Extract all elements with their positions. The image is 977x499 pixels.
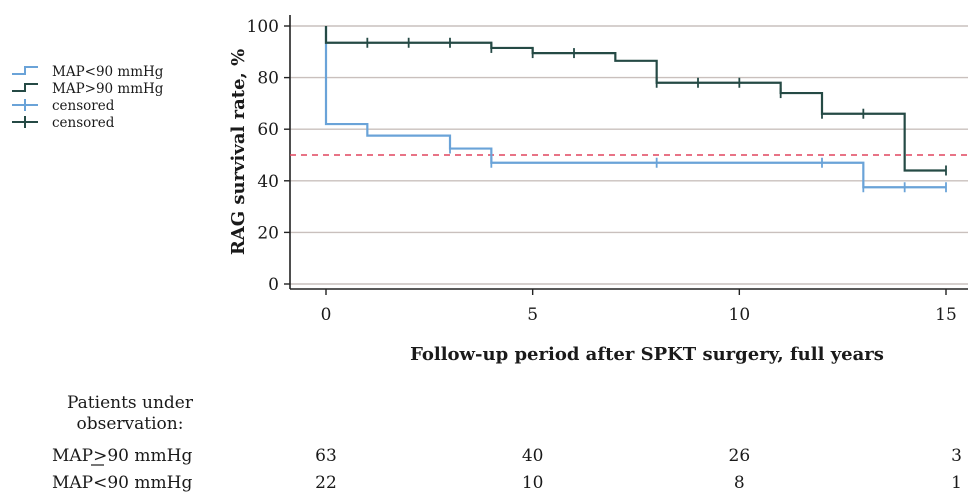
legend-label: MAP>90 mmHg	[52, 81, 164, 97]
legend-label: censored	[52, 115, 115, 131]
risk-count-cell: 22	[315, 473, 337, 493]
y-axis-title: RAG survival rate, %	[228, 49, 249, 255]
grid	[290, 25, 968, 285]
axes	[289, 15, 968, 290]
legend-label: censored	[52, 98, 115, 114]
y-tick-label: 0	[268, 275, 279, 295]
y-tick-label: 80	[257, 69, 279, 89]
risk-count-cell: 40	[522, 446, 544, 466]
y-tick-label: 20	[257, 223, 279, 243]
y-tick-label: 40	[257, 172, 279, 192]
legend-step-symbol	[12, 83, 38, 92]
risk-count-cell: 1	[951, 473, 962, 493]
x-tick-label: 0	[321, 305, 332, 325]
y-tick-label: 100	[247, 17, 279, 37]
legend-label: MAP<90 mmHg	[52, 64, 164, 80]
tick-labels: 0 20 40 60 80 100 0 5 10 15	[247, 17, 957, 325]
risk-count-cell: 10	[522, 473, 544, 493]
legend-item: censored	[12, 115, 115, 131]
series-group	[324, 26, 947, 193]
x-tick-label: 10	[729, 305, 751, 325]
risk-table-heading-line2: observation:	[77, 414, 184, 434]
series-map-above-90-curve	[324, 26, 946, 172]
series-map-below-90-curve	[324, 26, 946, 189]
legend-item: MAP>90 mmHg	[12, 81, 164, 97]
legend-item: censored	[12, 98, 115, 114]
risk-row-label: MAP>90 mmHg	[52, 446, 192, 466]
legend-item: MAP<90 mmHg	[12, 64, 164, 80]
legend-step-symbol	[12, 66, 38, 75]
risk-table-heading-line1: Patients under	[67, 393, 194, 413]
risk-count-cell: 3	[951, 446, 962, 466]
risk-table: Patients under observation: MAP>90 mmHg 6…	[52, 393, 962, 493]
x-tick-label: 15	[935, 305, 957, 325]
risk-count-cell: 8	[734, 473, 745, 493]
x-tick-label: 5	[527, 305, 538, 325]
risk-row-label: MAP<90 mmHg	[52, 473, 192, 493]
y-tick-label: 60	[257, 120, 279, 140]
risk-count-cell: 63	[315, 446, 337, 466]
x-axis-title: Follow-up period after SPKT surgery, ful…	[410, 344, 884, 365]
risk-count-cell: 26	[729, 446, 751, 466]
